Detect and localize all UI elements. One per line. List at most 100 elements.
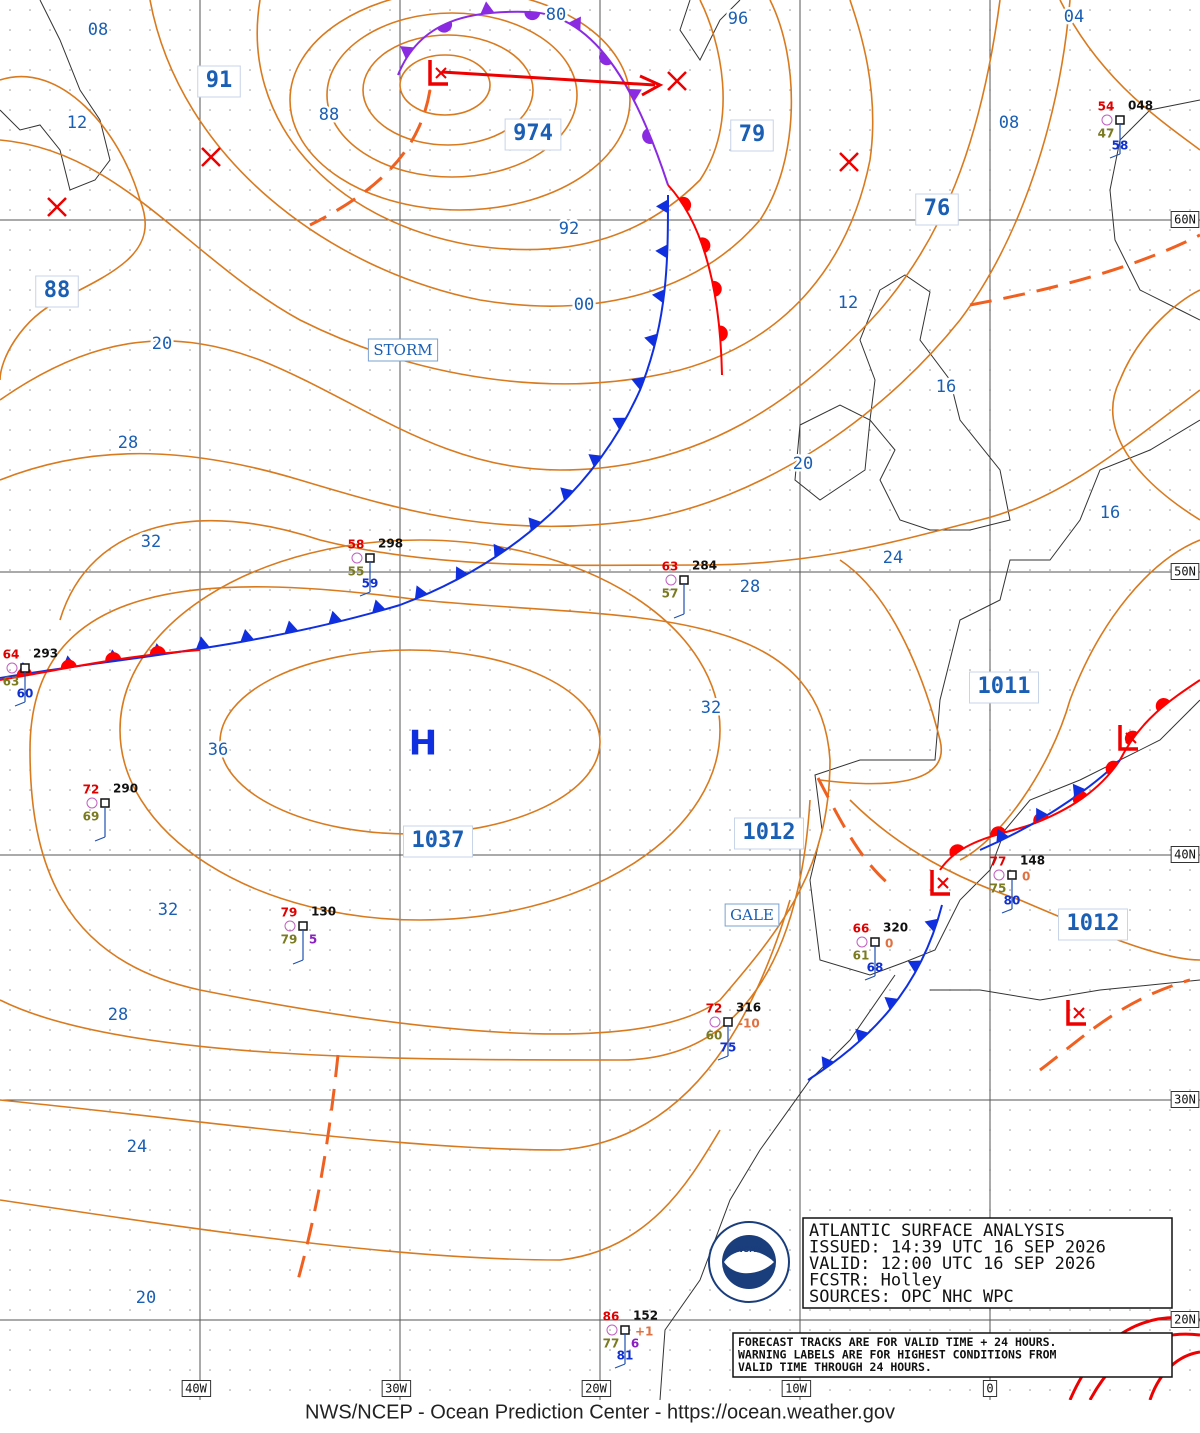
isobar-label: 08 [88, 20, 108, 40]
station-dew-point: 77 [603, 1337, 620, 1351]
longitude-label: 20W [585, 1382, 607, 1396]
front-triangle [528, 517, 542, 532]
pressure-center: 1012 [743, 820, 796, 845]
latitude-label-box [1170, 563, 1200, 580]
wind-barb [359, 562, 371, 597]
station-temperature: 66 [853, 922, 870, 936]
front-triangle [455, 566, 469, 581]
front-triangle [284, 620, 299, 634]
station-circle [284, 920, 296, 932]
station-tendency: -10 [738, 1017, 760, 1031]
latitude-label: 40N [1174, 848, 1196, 862]
front-triangle [644, 333, 658, 348]
front-semicircle [524, 11, 541, 21]
station-sst: 75 [720, 1041, 737, 1055]
front-triangle [996, 828, 1010, 843]
longitude-label-box [181, 1380, 212, 1397]
pressure-center-box [730, 119, 774, 152]
isobar-label: 00 [574, 295, 594, 315]
station-pressure: 048 [1128, 99, 1153, 113]
pressure-center: 79 [739, 122, 766, 147]
front-semicircle [642, 128, 654, 144]
note-line: WARNING LABELS ARE FOR HIGHEST CONDITION… [738, 1348, 1057, 1362]
front-triangle [493, 543, 507, 558]
title-line: SOURCES: OPC NHC WPC [809, 1287, 1014, 1307]
station-circle [665, 574, 677, 586]
note-line: FORECAST TRACKS ARE FOR VALID TIME + 24 … [738, 1335, 1057, 1349]
isobar-label: 24 [127, 1137, 147, 1157]
front-triangle [414, 585, 428, 600]
isobar-label: 12 [67, 113, 87, 133]
note-line: VALID TIME THROUGH 24 HOURS. [738, 1360, 932, 1374]
warning-label: STORM [373, 341, 432, 359]
isobar-label: 36 [208, 740, 228, 760]
front-semicircle [712, 280, 722, 297]
front-semicircle [436, 21, 453, 33]
front-triangle [655, 244, 668, 259]
isobar-label: 24 [883, 548, 903, 568]
warning-box [724, 903, 780, 927]
station-pressure: 320 [883, 921, 908, 935]
station-circle [1101, 114, 1113, 126]
front-semicircle [149, 646, 166, 655]
longitude-label: 40W [185, 1382, 207, 1396]
front-triangle [372, 599, 386, 614]
station-marker [365, 553, 375, 563]
pressure-center: 1012 [1067, 911, 1120, 936]
pressure-center: 1011 [978, 674, 1031, 699]
station-pressure: 130 [311, 905, 336, 919]
isobar-label: 28 [108, 1005, 128, 1025]
front-triangle [568, 16, 581, 31]
latitude-label-box [1170, 1091, 1200, 1108]
longitude-label-box [982, 1380, 998, 1397]
station-tendency: +1 [635, 1325, 653, 1339]
station-dew-point: 63 [3, 675, 20, 689]
latitude-label-box [1170, 211, 1200, 228]
front-triangle [627, 88, 642, 102]
station-pressure: 290 [113, 782, 138, 796]
longitude-label-box [381, 1380, 412, 1397]
station-temperature: 79 [281, 906, 298, 920]
station-marker [870, 937, 880, 947]
front-semicircle [949, 844, 964, 857]
station-pressure: 152 [633, 1309, 658, 1323]
station-circle [86, 797, 98, 809]
isobar-label: 88 [319, 105, 339, 125]
station-temperature: 63 [662, 560, 679, 574]
front-triangle [651, 289, 665, 304]
fronts [0, 1, 1200, 1081]
isobar-label: 04 [1064, 7, 1084, 27]
station-tendency: 0 [1022, 870, 1030, 884]
station-dew-point: 75 [990, 882, 1007, 896]
longitude-label: 10W [785, 1382, 807, 1396]
latitude-label-box [1170, 846, 1200, 863]
longitude-label-box [781, 1380, 812, 1397]
station-pressure: 298 [378, 537, 403, 551]
station-dew-point: 79 [281, 933, 298, 947]
svg-text:NOAA: NOAA [736, 1245, 762, 1254]
latitude-label: 30N [1174, 1093, 1196, 1107]
isobar-label: 20 [793, 454, 813, 474]
isobar-label: 20 [136, 1288, 156, 1308]
front-triangle [612, 417, 627, 430]
pressure-center: 91 [206, 68, 233, 93]
station-circle [709, 1016, 721, 1028]
station-dew-point: 57 [662, 587, 679, 601]
low-symbols [47, 60, 1138, 1026]
station-pressure: 316 [736, 1001, 761, 1015]
front-triangle [560, 487, 574, 501]
station-dew-point: 55 [348, 565, 365, 579]
front-triangle [884, 997, 899, 1010]
graticule [0, 0, 1200, 1400]
station-pressure: 148 [1020, 854, 1045, 868]
front-triangle [855, 1028, 869, 1043]
station-temperature: 77 [990, 855, 1007, 869]
front-semicircle [1105, 760, 1119, 776]
footer-band [0, 1400, 1200, 1433]
station-circle [993, 869, 1005, 881]
longitude-label: 30W [385, 1382, 407, 1396]
station-sst: 60 [17, 687, 34, 701]
noaa-logo: NOAA [708, 1221, 790, 1303]
pressure-center-box [915, 193, 959, 226]
pressure-center-box [403, 825, 473, 858]
